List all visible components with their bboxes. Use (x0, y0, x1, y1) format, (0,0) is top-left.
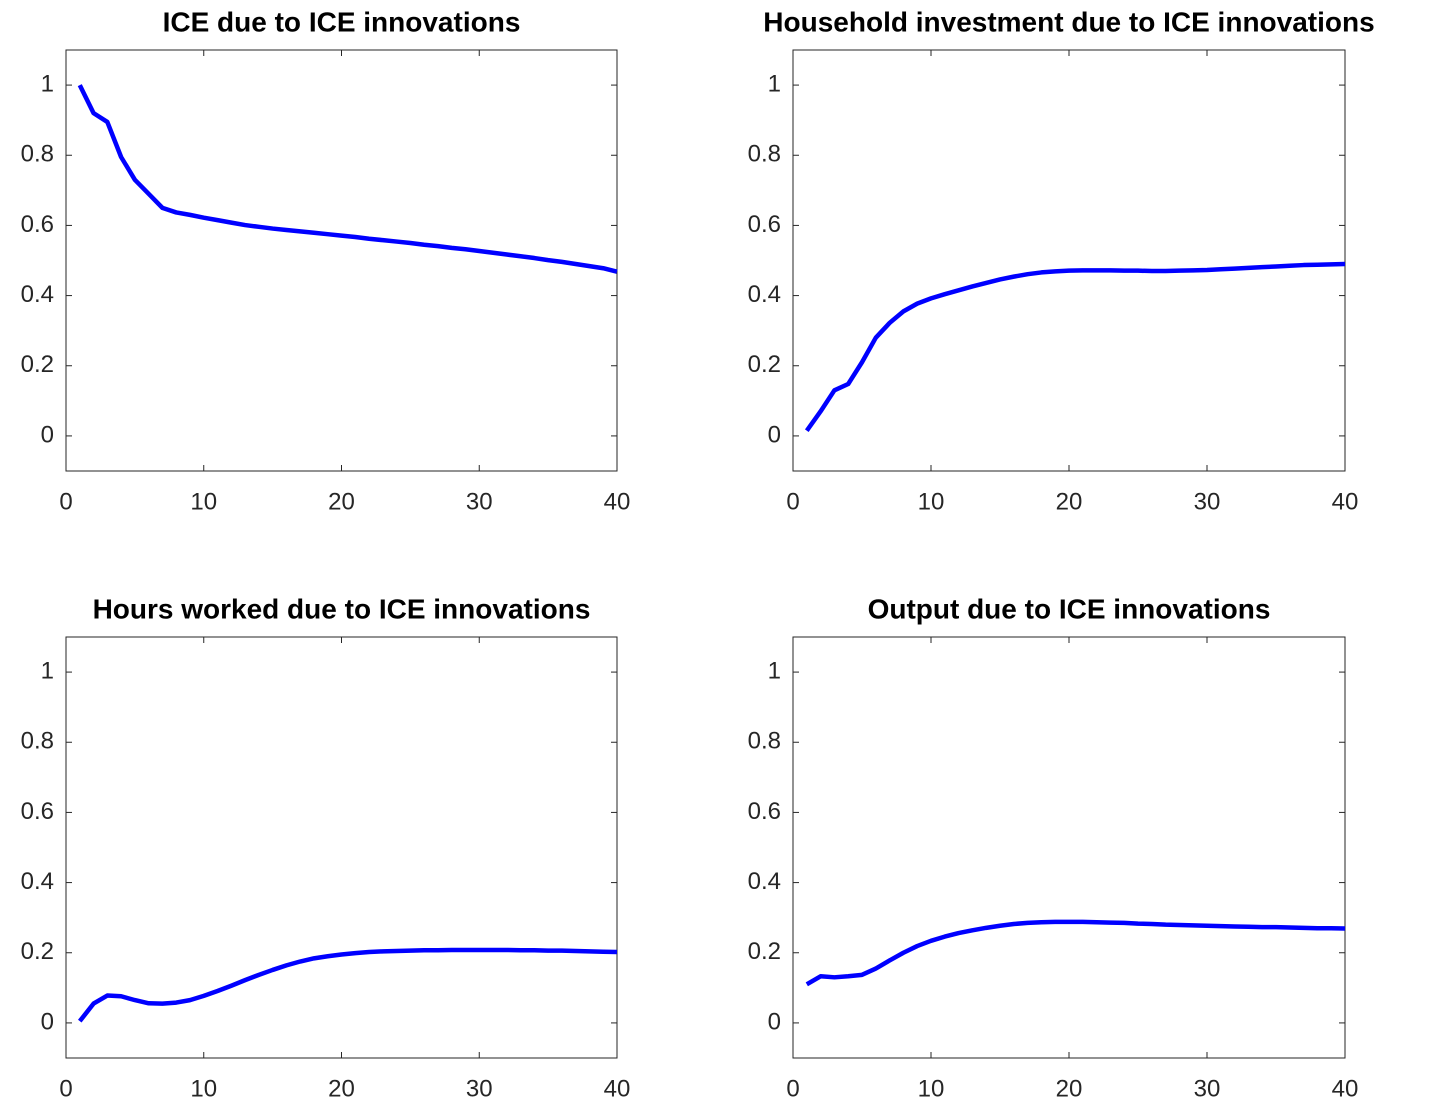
y-tick-label: 1 (41, 70, 54, 97)
line (805, 919, 1346, 987)
x-tick-label: 10 (918, 488, 945, 515)
x-tick-label: 0 (786, 488, 799, 515)
line (78, 947, 618, 1023)
y-tick-label: 0.4 (748, 281, 781, 308)
y-tick-label: 0.6 (21, 211, 54, 238)
x-tick-label: 0 (59, 488, 72, 515)
y-tick-label: 0.4 (21, 281, 54, 308)
axes-box (792, 636, 1346, 1059)
y-tick-label: 0 (768, 421, 781, 448)
x-tick-label: 40 (1332, 488, 1359, 515)
x-tick-label: 40 (604, 1075, 631, 1102)
chart-title: ICE due to ICE innovations (163, 6, 521, 37)
y-tick-label: 0.8 (21, 141, 54, 168)
y-tick-label: 0.2 (748, 938, 781, 965)
y-tick-label: 1 (768, 657, 781, 684)
y-tick-label: 0 (41, 421, 54, 448)
y-tick-label: 1 (768, 70, 781, 97)
x-tick-label: 20 (328, 1075, 355, 1102)
y-tick-label: 0.6 (748, 211, 781, 238)
x-tick-label: 0 (59, 1075, 72, 1102)
y-tick-label: 0.4 (21, 868, 54, 895)
line (77, 84, 618, 274)
x-tick-label: 10 (190, 1075, 217, 1102)
x-tick-label: 40 (1332, 1075, 1359, 1102)
x-tick-label: 40 (604, 488, 631, 515)
chart-title: Hours worked due to ICE innovations (93, 593, 591, 624)
y-tick-label: 0.6 (748, 798, 781, 825)
y-tick-label: 0 (41, 1008, 54, 1035)
y-tick-label: 0.2 (21, 938, 54, 965)
x-tick-label: 20 (1056, 488, 1083, 515)
y-tick-label: 0.8 (748, 141, 781, 168)
y-tick-label: 0 (768, 1008, 781, 1035)
chart-title: Household investment due to ICE innovati… (763, 6, 1374, 37)
y-tick-label: 0.6 (21, 798, 54, 825)
y-tick-label: 0.4 (748, 868, 781, 895)
x-tick-label: 30 (1194, 488, 1221, 515)
x-tick-label: 30 (466, 1075, 493, 1102)
x-tick-label: 10 (190, 488, 217, 515)
x-tick-label: 0 (786, 1075, 799, 1102)
axes-box (65, 636, 618, 1059)
x-tick-label: 10 (918, 1075, 945, 1102)
y-tick-label: 0.2 (748, 351, 781, 378)
y-tick-label: 0.2 (21, 351, 54, 378)
axes-box (65, 49, 618, 472)
x-tick-label: 20 (1056, 1075, 1083, 1102)
chart-title: Output due to ICE innovations (868, 593, 1271, 624)
x-tick-label: 30 (1194, 1075, 1221, 1102)
axes-box (792, 49, 1346, 472)
y-tick-label: 0.8 (21, 728, 54, 755)
line (804, 261, 1346, 432)
x-tick-label: 20 (328, 488, 355, 515)
y-tick-label: 1 (41, 657, 54, 684)
y-tick-label: 0.8 (748, 728, 781, 755)
x-tick-label: 30 (466, 488, 493, 515)
